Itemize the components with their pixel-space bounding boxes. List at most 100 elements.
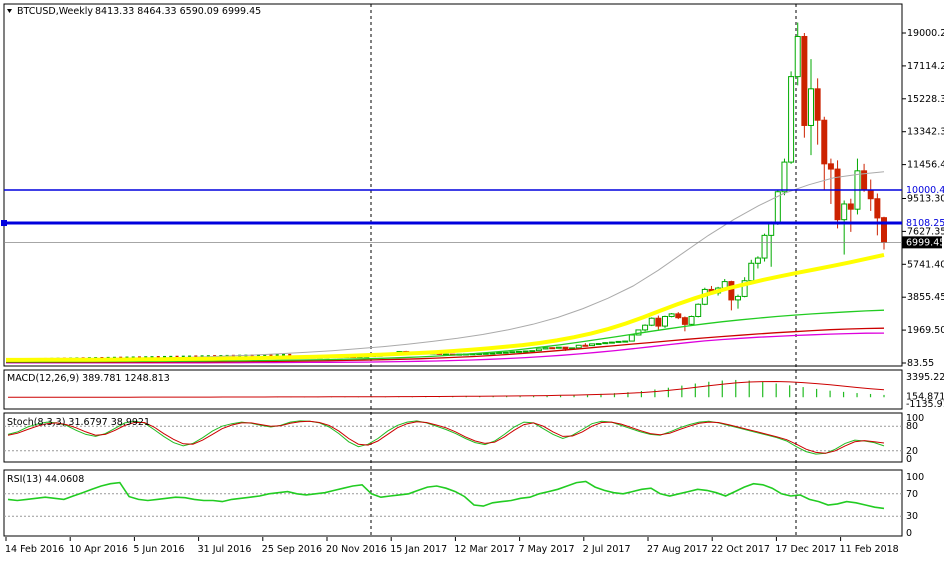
price-axis-label: 11456.40 [907,160,944,171]
candle-body [728,281,735,301]
ma-fast-line [6,252,885,362]
candle-body [847,203,854,210]
candle-body [509,351,516,354]
time-axis-label: 2 Jul 2017 [583,544,631,555]
panel-frame-2 [3,412,903,463]
ma-magenta-line [6,332,885,364]
candle-body [841,203,848,221]
candle-body [741,280,748,297]
candle-body [575,344,582,349]
candle-body [821,119,828,165]
ma-green-line [6,309,885,363]
candle-body [881,217,887,243]
rsi-title: RSI(13) 44.0608 [7,474,84,485]
time-axis-label: 5 Jun 2016 [133,544,184,555]
panel-frame-3 [3,469,903,537]
stoch-signal-line [7,420,885,454]
candle-body [808,88,814,126]
candle-body [555,346,562,349]
candle-body [529,350,536,353]
level-label: 10000.41 [906,185,944,196]
candle-body [675,313,682,319]
candle-body [794,35,801,78]
candle-body [535,348,542,352]
time-axis-label: 25 Sep 2016 [262,544,322,555]
time-axis-label: 10 Apr 2016 [69,544,128,555]
candle-body [595,343,602,346]
dropdown-triangle-icon[interactable] [7,9,12,13]
rsi-axis-label: 30 [906,511,918,522]
time-axis-label: 17 Dec 2017 [775,544,836,555]
stoch-axis-label: 0 [906,454,912,465]
time-axis-label: 7 May 2017 [519,544,575,555]
candle-body [582,344,589,347]
macd-signal-line [8,380,885,398]
candle-body [522,350,529,353]
level-tag-bg [903,217,943,230]
candle-body [801,35,808,126]
rsi-axis-label: 70 [906,489,918,500]
candle-body [622,340,629,343]
price-axis-label: 9513.30 [907,193,944,204]
chart-title: BTCUSD,Weekly [17,6,93,17]
time-axis-label: 22 Oct 2017 [711,544,770,555]
time-axis-label: 12 Mar 2017 [454,544,514,555]
current-price-label: 6999.45 [906,237,944,248]
price-axis-label: 17114.25 [907,61,944,72]
rsi-panel[interactable] [4,480,902,517]
stoch-title: Stoch(8,3,3) 31.6797 38.9921 [7,417,150,428]
macd-axis-label: 3395.225 [906,372,944,383]
rsi-axis-label: 100 [906,472,924,483]
candle-body [496,351,503,354]
candle-body [648,317,655,326]
candle-body [834,168,841,221]
candle-body [735,295,741,301]
price-axis-label: 1969.50 [907,325,944,336]
price-axis-label: 83.55 [907,358,934,369]
candle-body [874,198,881,219]
stoch-panel[interactable] [4,420,902,455]
rsi-axis-label: 0 [906,528,912,539]
candle-body [681,317,688,325]
candle-body [489,352,496,355]
price-axis-label: 7627.35 [907,226,944,237]
panel-frame-1 [3,369,903,410]
time-axis-label: 27 Aug 2017 [647,544,708,555]
price-axis-label: 3855.45 [907,292,944,303]
ma-red-line [5,327,885,364]
candle-body [761,234,768,259]
candle-body [768,222,775,236]
stoch-axis-label: 80 [906,421,918,432]
candle-body [502,351,509,354]
candle-body [754,257,761,264]
candle-body [781,161,788,193]
candle-body [642,324,649,331]
stoch-axis-label: 100 [906,413,924,424]
candle-body [628,334,635,342]
candle-body [549,347,556,350]
time-axis-label: 15 Jan 2017 [390,544,447,555]
macd-panel[interactable] [7,379,885,398]
candle-body [662,315,668,327]
candle-body [602,342,609,345]
candle-body [695,303,702,317]
candle-body [589,343,595,347]
macd-axis-label: 154.871 [906,391,944,402]
time-axis-label: 14 Feb 2016 [5,544,64,555]
candle-body [542,347,549,350]
candle-body [668,313,675,317]
candle-body [615,340,622,343]
candle-body [814,88,821,121]
rsi-line [7,480,885,510]
level-tag-bg [903,184,943,197]
price-axis-label: 5741.40 [907,259,944,270]
candle-body [516,350,522,353]
candle-body [608,341,615,344]
time-axis-label: 31 Jul 2016 [198,544,252,555]
candle-body [655,317,662,327]
current-price-tag [902,236,942,249]
stoch-main-line [7,420,885,455]
price-panel[interactable]: 10000.41 8108.25 6999.45 [1,22,944,364]
